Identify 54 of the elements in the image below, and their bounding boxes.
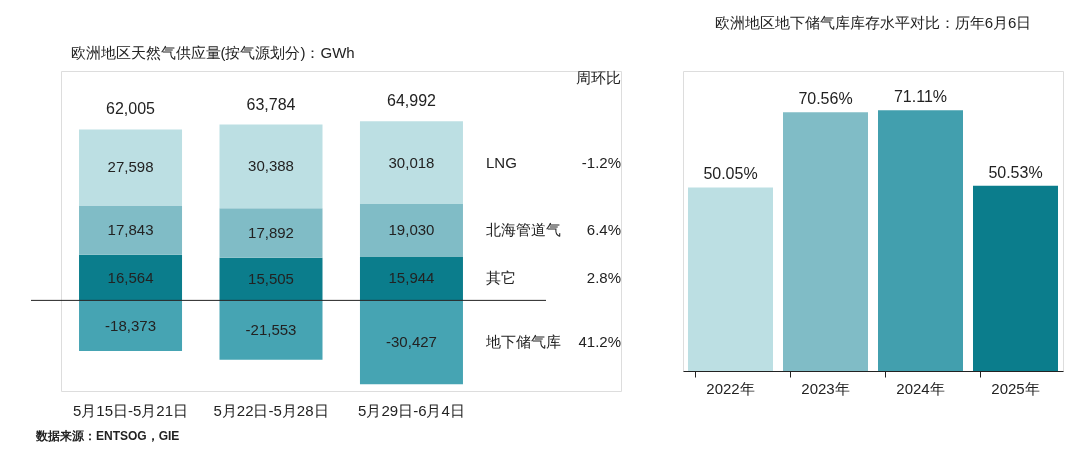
- bar: [79, 254, 183, 301]
- annotation: 64,992: [387, 92, 437, 110]
- x-tick-label: 5月22日-5月28日: [213, 401, 329, 419]
- series-label: 北海管道气: [486, 221, 561, 239]
- series-label: 其它: [486, 269, 516, 287]
- bar: [219, 208, 323, 258]
- text: 周环比: [576, 68, 621, 86]
- data-label: 30,388: [248, 157, 294, 175]
- x-tick-label: 2022年: [706, 379, 755, 397]
- data-label: -21,553: [245, 321, 297, 339]
- data-label: -18,373: [105, 316, 156, 334]
- text: -1.2%: [581, 153, 621, 171]
- chart-title: 欧洲地区地下储气库库存水平对比：历年6月6日: [714, 14, 1032, 31]
- x-tick-label: 2023年: [801, 379, 850, 397]
- bar: [783, 112, 868, 371]
- data-label: 19,030: [388, 221, 435, 239]
- data-label: 15,944: [388, 269, 435, 287]
- x-tick-label: 2024年: [896, 379, 945, 397]
- data-label: 16,564: [107, 268, 154, 286]
- bar: [219, 124, 323, 209]
- x-tick-label: 5月29日-6月4日: [358, 401, 465, 419]
- annotation: 62,005: [106, 100, 156, 118]
- annotation: 63,784: [246, 95, 296, 113]
- series-label: 地下储气库: [485, 333, 561, 351]
- data-label: -30,427: [386, 333, 437, 351]
- text: 41.2%: [578, 333, 621, 351]
- data-label: 30,018: [388, 153, 435, 171]
- x-tick-label: 2025年: [991, 379, 1040, 397]
- bar: [79, 129, 183, 206]
- bar: [973, 185, 1058, 371]
- bar: [359, 300, 463, 385]
- data-label: 50.05%: [703, 165, 758, 183]
- data-label: 27,598: [107, 158, 154, 176]
- bar: [359, 203, 463, 257]
- bar: [219, 257, 323, 301]
- data-label: 15,505: [248, 270, 294, 288]
- bar: [878, 110, 963, 371]
- source-note: 数据来源：ENTSOG，GIE: [35, 429, 180, 443]
- data-label: 17,843: [107, 221, 154, 239]
- text: 2.8%: [586, 269, 621, 287]
- bar: [79, 205, 183, 255]
- text: 6.4%: [586, 221, 621, 239]
- bar: [79, 300, 183, 352]
- bar: [219, 300, 323, 360]
- data-label: 70.56%: [798, 90, 853, 108]
- data-label: 50.53%: [988, 163, 1043, 181]
- bar: [688, 187, 773, 371]
- chart-title: 欧洲地区天然气供应量(按气源划分)：GWh: [70, 43, 355, 61]
- data-label: 71.11%: [893, 88, 948, 106]
- x-tick-label: 5月15日-5月21日: [73, 401, 189, 419]
- series-label: LNG: [486, 153, 517, 171]
- bar: [359, 121, 463, 204]
- bar: [359, 256, 463, 301]
- data-label: 17,892: [248, 223, 294, 241]
